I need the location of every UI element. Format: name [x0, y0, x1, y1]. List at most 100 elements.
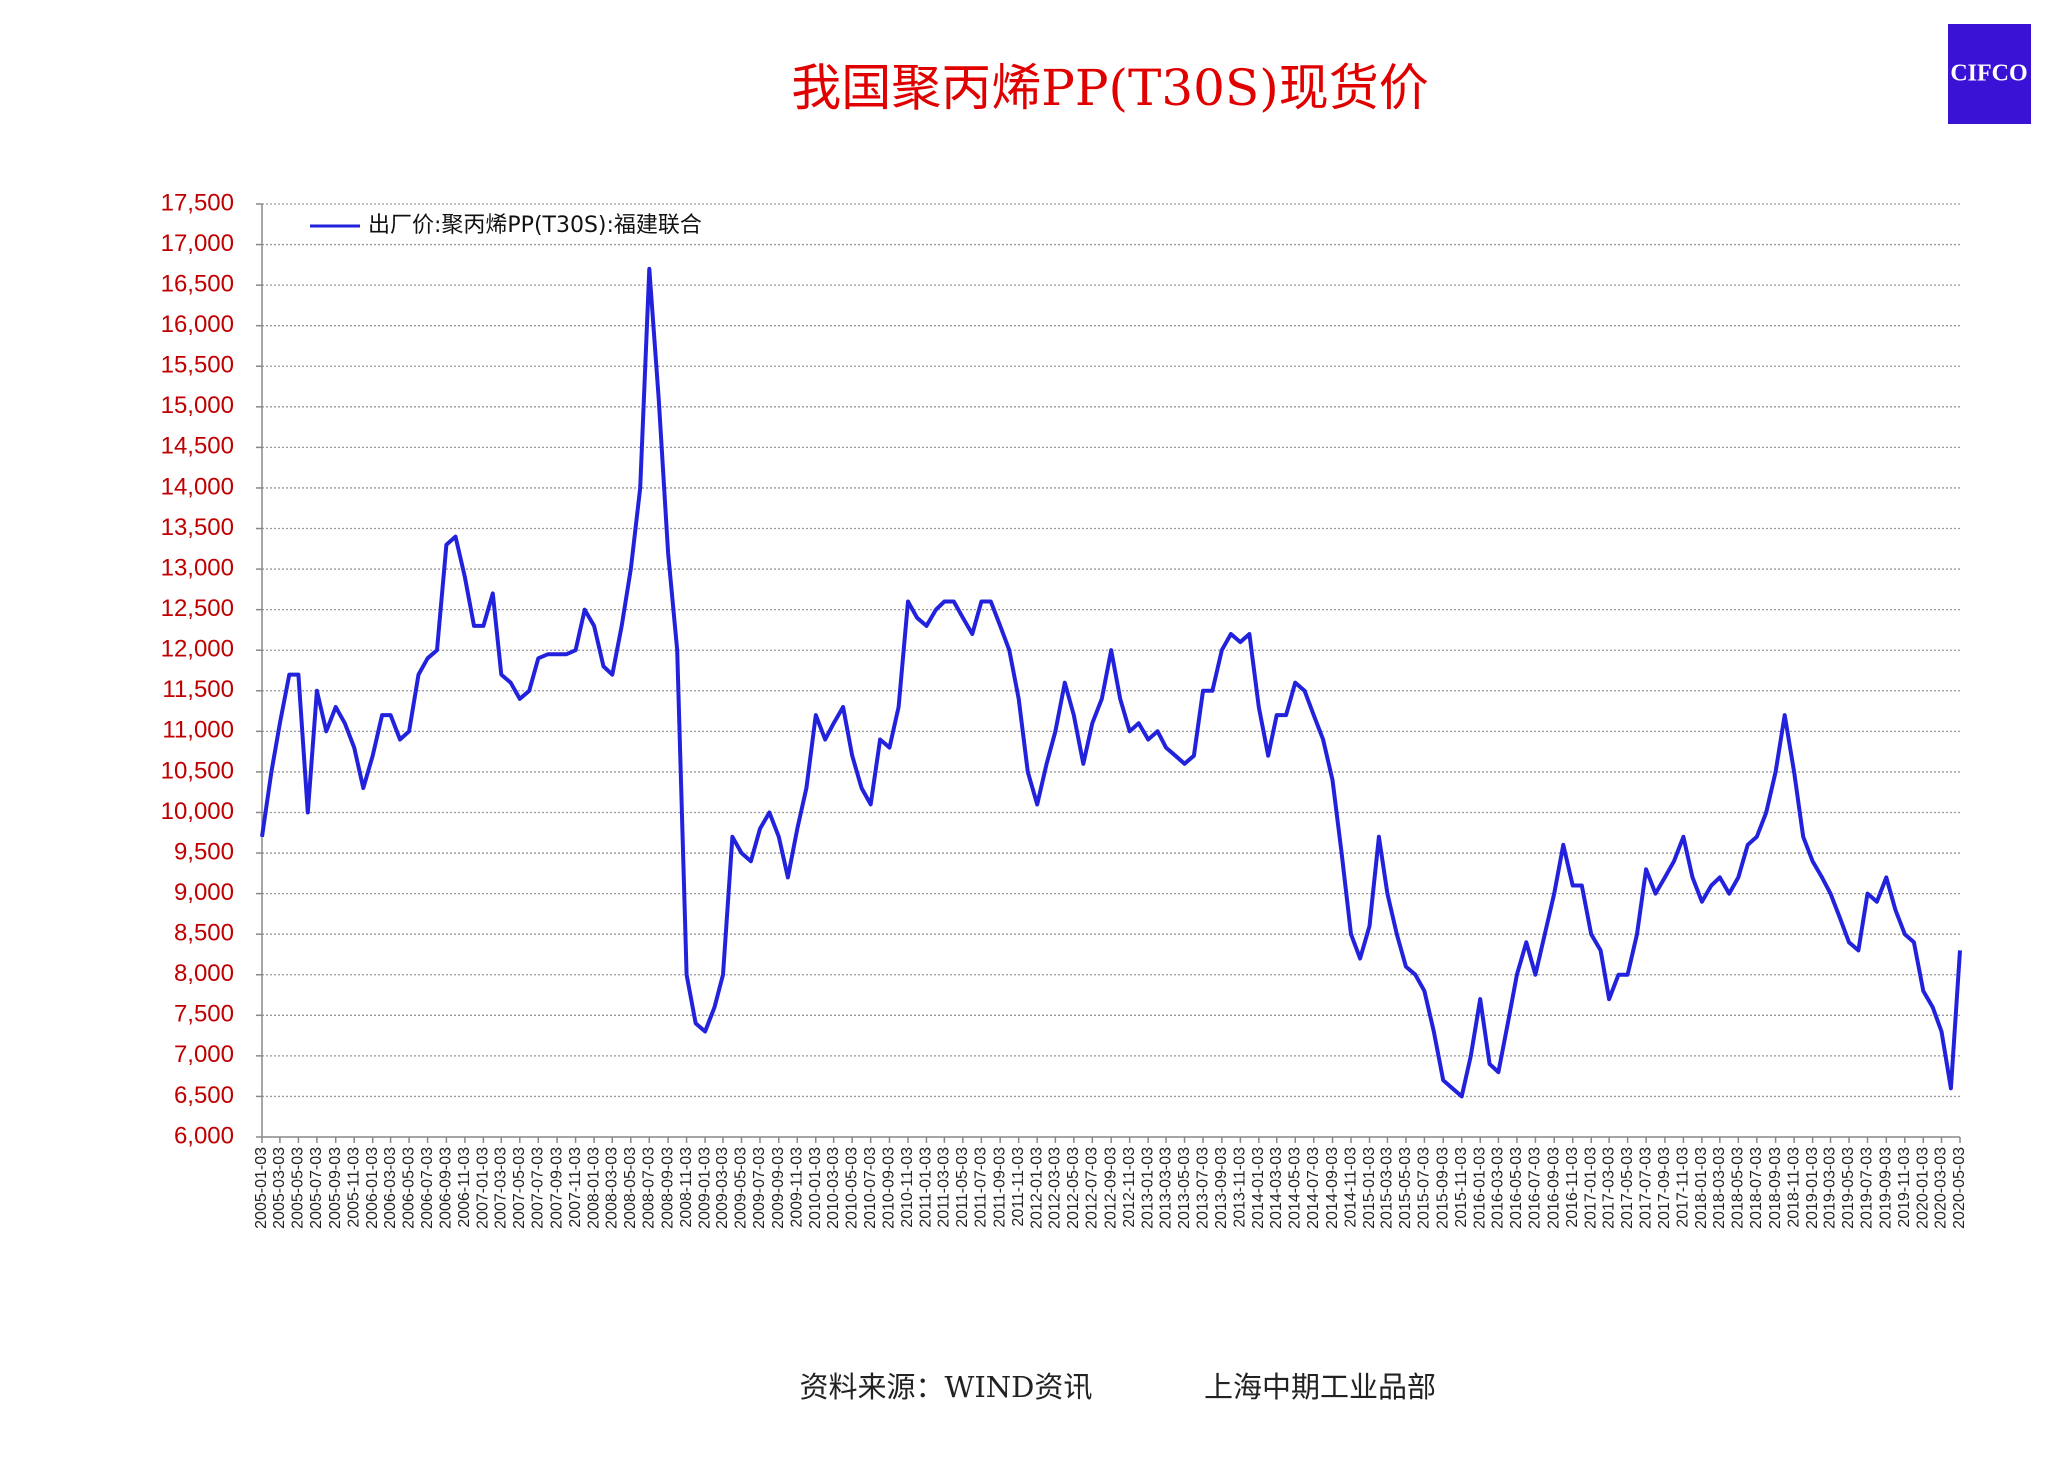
x-tick-label: 2007-05-03: [511, 1147, 528, 1229]
x-tick-label: 2014-01-03: [1250, 1147, 1267, 1229]
x-tick-label: 2020-05-03: [1951, 1147, 1968, 1229]
x-tick-label: 2010-07-03: [862, 1147, 879, 1229]
y-tick-label: 8,000: [174, 960, 234, 987]
x-tick-label: 2011-03-03: [936, 1147, 953, 1228]
x-tick-label: 2005-01-03: [253, 1147, 270, 1229]
y-tick-label: 11,000: [162, 717, 234, 744]
x-tick-label: 2013-05-03: [1176, 1147, 1193, 1229]
y-tick-label: 16,000: [161, 311, 234, 338]
x-tick-label: 2008-03-03: [603, 1147, 620, 1229]
x-tick-label: 2019-11-03: [1896, 1147, 1913, 1228]
y-tick-label: 15,500: [161, 352, 234, 379]
x-tick-label: 2011-01-03: [918, 1147, 935, 1228]
x-tick-label: 2011-05-03: [954, 1147, 971, 1228]
x-tick-label: 2015-03-03: [1379, 1147, 1396, 1229]
x-tick-label: 2012-01-03: [1028, 1147, 1045, 1229]
x-tick-label: 2007-09-03: [548, 1147, 565, 1229]
x-tick-label: 2015-09-03: [1434, 1147, 1451, 1229]
x-tick-label: 2007-07-03: [529, 1147, 546, 1229]
x-tick-label: 2018-05-03: [1730, 1147, 1747, 1229]
x-tick-label: 2006-11-03: [456, 1147, 473, 1228]
y-tick-label: 17,000: [161, 230, 234, 257]
x-tick-label: 2010-05-03: [843, 1147, 860, 1229]
y-tick-label: 12,500: [161, 595, 234, 622]
x-tick-label: 2013-09-03: [1213, 1147, 1230, 1229]
x-tick-label: 2009-07-03: [751, 1147, 768, 1229]
x-tick-label: 2019-03-03: [1822, 1147, 1839, 1229]
x-tick-label: 2014-05-03: [1286, 1147, 1303, 1229]
x-tick-label: 2019-05-03: [1840, 1147, 1857, 1229]
x-tick-label: 2010-09-03: [881, 1147, 898, 1229]
x-tick-label: 2006-01-03: [364, 1147, 381, 1229]
x-tick-label: 2019-09-03: [1878, 1147, 1895, 1229]
x-tick-label: 2005-03-03: [271, 1147, 288, 1229]
logo: CIFCO: [1950, 61, 2027, 87]
x-tick-label: 2014-09-03: [1324, 1147, 1341, 1229]
y-tick-label: 10,500: [161, 757, 234, 784]
x-tick-label: 2008-01-03: [585, 1147, 602, 1229]
x-tick-label: 2016-11-03: [1564, 1147, 1581, 1228]
x-tick-label: 2005-05-03: [290, 1147, 307, 1229]
x-tick-label: 2005-11-03: [345, 1147, 362, 1228]
x-tick-label: 2013-07-03: [1194, 1147, 1211, 1229]
x-tick-label: 2020-01-03: [1915, 1147, 1932, 1229]
x-tick-label: 2009-03-03: [714, 1147, 731, 1229]
x-tick-label: 2005-09-03: [327, 1147, 344, 1229]
x-tick-label: 2015-07-03: [1416, 1147, 1433, 1229]
x-tick-label: 2006-09-03: [438, 1147, 455, 1229]
x-tick-label: 2015-01-03: [1361, 1147, 1378, 1229]
x-tick-label: 2008-09-03: [659, 1147, 676, 1229]
logo-box: [1948, 24, 2031, 124]
x-tick-label: 2017-07-03: [1637, 1147, 1654, 1229]
y-tick-label: 7,000: [174, 1041, 234, 1068]
x-tick-label: 2010-03-03: [825, 1147, 842, 1229]
x-tick-label: 2010-01-03: [807, 1147, 824, 1229]
series-line: [260, 266, 1962, 1099]
x-tick-label: 2011-11-03: [1010, 1147, 1027, 1227]
x-tick-label: 2019-07-03: [1859, 1147, 1876, 1229]
x-tick-label: 2009-11-03: [788, 1147, 805, 1228]
x-tick-label: 2014-07-03: [1305, 1147, 1322, 1229]
y-tick-label: 16,500: [161, 270, 234, 297]
y-tick-label: 13,500: [161, 514, 234, 541]
x-tick-label: 2014-11-03: [1342, 1147, 1359, 1228]
legend-label: 出厂价:聚丙烯PP(T30S):福建联合: [368, 213, 702, 238]
x-tick-label: 2009-05-03: [733, 1147, 750, 1229]
y-tick-label: 8,500: [174, 920, 234, 947]
x-tick-label: 2016-09-03: [1545, 1147, 1562, 1229]
x-tick-label: 2017-05-03: [1619, 1147, 1636, 1229]
x-tick-label: 2010-11-03: [899, 1147, 916, 1228]
y-tick-label: 6,000: [174, 1122, 234, 1149]
x-tick-label: 2012-09-03: [1102, 1147, 1119, 1229]
x-tick-label: 2017-09-03: [1656, 1147, 1673, 1229]
y-tick-label: 11,500: [162, 676, 234, 703]
x-tick-label: 2013-01-03: [1139, 1147, 1156, 1229]
x-tick-label: 2012-05-03: [1065, 1147, 1082, 1229]
y-tick-label: 10,000: [161, 798, 234, 825]
x-tick-label: 2015-05-03: [1397, 1147, 1414, 1229]
x-tick-label: 2005-07-03: [308, 1147, 325, 1229]
x-tick-label: 2012-03-03: [1047, 1147, 1064, 1229]
x-tick-label: 2013-11-03: [1232, 1147, 1249, 1228]
x-tick-label: 2018-09-03: [1767, 1147, 1784, 1229]
x-tick-label: 2006-03-03: [382, 1147, 399, 1229]
x-tick-label: 2009-09-03: [770, 1147, 787, 1229]
y-tick-label: 14,000: [161, 473, 234, 500]
x-tick-label: 2018-11-03: [1785, 1147, 1802, 1228]
x-tick-label: 2018-03-03: [1711, 1147, 1728, 1229]
x-tick-label: 2015-11-03: [1453, 1147, 1470, 1228]
x-tick-label: 2018-07-03: [1748, 1147, 1765, 1229]
y-tick-label: 17,500: [161, 189, 234, 216]
x-tick-label: 2011-09-03: [991, 1147, 1008, 1228]
x-tick-label: 2016-05-03: [1508, 1147, 1525, 1229]
y-tick-label: 14,500: [161, 433, 234, 460]
x-tick-label: 2007-03-03: [492, 1147, 509, 1229]
x-tick-label: 2009-01-03: [696, 1147, 713, 1229]
x-tick-label: 2019-01-03: [1804, 1147, 1821, 1229]
x-tick-label: 2008-07-03: [640, 1147, 657, 1229]
x-tick-label: 2012-11-03: [1121, 1147, 1138, 1228]
source: 资料来源：WIND资讯: [800, 1370, 1093, 1404]
y-tick-label: 13,000: [161, 554, 234, 581]
y-tick-label: 12,000: [161, 636, 234, 663]
